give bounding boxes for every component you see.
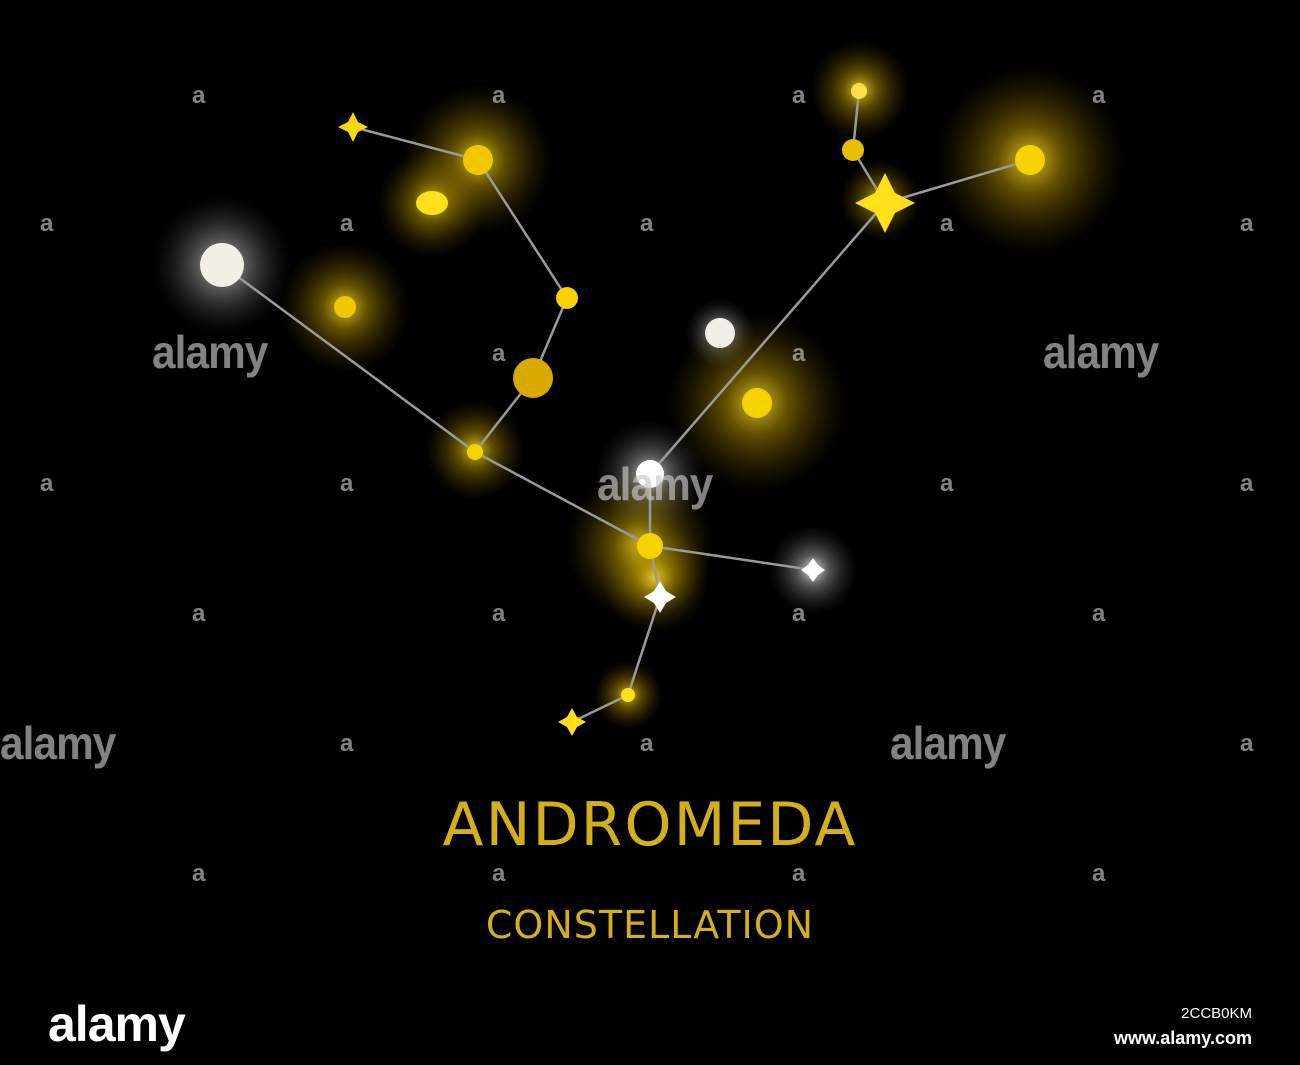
constellation-line (649, 202, 886, 475)
constellation-title: ANDROMEDA (442, 790, 858, 860)
star (842, 139, 864, 161)
star-sparkle (558, 708, 586, 736)
star (200, 243, 244, 287)
star-glows (152, 40, 1125, 730)
star-sparkle (801, 558, 825, 582)
image-id: 2CCB0KM (1181, 1005, 1252, 1022)
star (636, 460, 664, 488)
constellation-line (221, 263, 476, 454)
star-sparkle (644, 581, 676, 613)
star-sparkle (855, 173, 915, 233)
stars (200, 83, 1045, 736)
star (851, 83, 867, 99)
star (637, 533, 663, 559)
star (556, 287, 578, 309)
constellation-line (884, 158, 1031, 205)
star (621, 688, 635, 702)
star (334, 296, 356, 318)
constellation-line (352, 125, 479, 162)
alamy-logo: alamy (48, 996, 186, 1052)
constellation-line (649, 544, 814, 572)
footer-bar: alamy 2CCB0KM www.alamy.com (0, 965, 1300, 1065)
star (1015, 145, 1045, 175)
site-url: www.alamy.com (1113, 1028, 1252, 1048)
star (416, 191, 448, 215)
star (705, 318, 735, 348)
star (742, 388, 772, 418)
constellation-line (476, 159, 569, 299)
star (463, 145, 493, 175)
constellation-line (626, 596, 662, 696)
constellation-subtitle: CONSTELLATION (485, 903, 815, 947)
star-sparkle (338, 112, 368, 142)
star (467, 444, 483, 460)
constellation-line (474, 450, 651, 548)
star (513, 358, 553, 398)
constellation-line (571, 693, 629, 724)
